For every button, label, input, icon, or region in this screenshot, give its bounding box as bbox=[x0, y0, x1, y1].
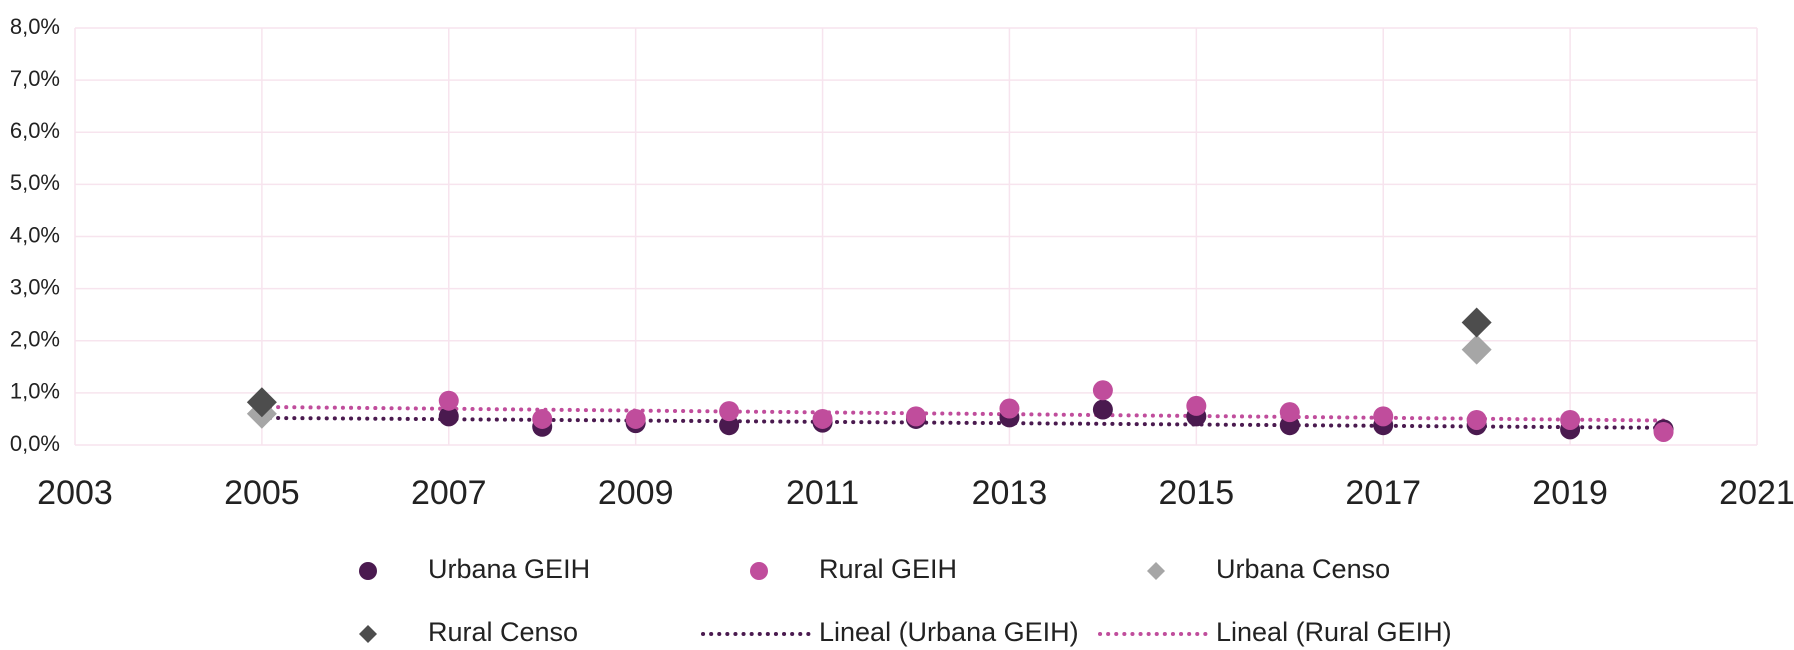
x-tick-label: 2021 bbox=[1719, 474, 1794, 512]
point bbox=[246, 387, 277, 418]
legend-label: Rural Censo bbox=[428, 617, 578, 647]
legend-marker bbox=[1147, 562, 1165, 580]
trend-line bbox=[259, 415, 1666, 430]
point bbox=[1279, 402, 1300, 423]
point bbox=[1186, 395, 1207, 416]
point bbox=[1092, 380, 1113, 401]
point bbox=[999, 398, 1020, 419]
legend-marker bbox=[359, 625, 377, 643]
legend-label: Urbana GEIH bbox=[428, 554, 590, 584]
x-tick-label: 2003 bbox=[37, 474, 113, 512]
legend-marker bbox=[359, 562, 377, 580]
x-tick-label: 2017 bbox=[1345, 474, 1421, 512]
point bbox=[532, 408, 553, 429]
x-tick-label: 2015 bbox=[1159, 474, 1235, 512]
y-tick-label: 7,0% bbox=[10, 66, 60, 91]
point bbox=[1560, 409, 1581, 430]
y-tick-label: 8,0% bbox=[10, 14, 60, 39]
point bbox=[719, 415, 740, 436]
x-tick-label: 2007 bbox=[411, 474, 487, 512]
y-tick-label: 5,0% bbox=[10, 170, 60, 195]
legend-label: Urbana Censo bbox=[1216, 554, 1390, 584]
point bbox=[1373, 406, 1394, 427]
legend-marker bbox=[750, 562, 768, 580]
legend-label: Lineal (Rural GEIH) bbox=[1216, 617, 1452, 647]
x-tick-label: 2009 bbox=[598, 474, 674, 512]
point bbox=[625, 408, 646, 429]
point bbox=[906, 406, 926, 427]
x-tick-label: 2019 bbox=[1532, 474, 1608, 512]
point bbox=[1461, 334, 1492, 365]
y-tick-label: 2,0% bbox=[10, 327, 60, 352]
point bbox=[1092, 399, 1113, 420]
point bbox=[438, 406, 459, 427]
x-tick-label: 2005 bbox=[224, 474, 300, 512]
legend-label: Lineal (Urbana GEIH) bbox=[819, 617, 1079, 647]
point bbox=[438, 390, 459, 411]
x-tick-label: 2013 bbox=[972, 474, 1048, 512]
point bbox=[1466, 409, 1487, 430]
y-tick-label: 4,0% bbox=[10, 222, 60, 247]
y-tick-label: 0,0% bbox=[10, 431, 60, 456]
legend-label: Rural GEIH bbox=[819, 554, 957, 584]
y-tick-label: 6,0% bbox=[10, 118, 60, 143]
trend-line bbox=[259, 404, 1666, 423]
y-tick-label: 1,0% bbox=[10, 379, 60, 404]
y-tick-label: 3,0% bbox=[10, 274, 60, 299]
x-tick-label: 2011 bbox=[786, 474, 859, 512]
point bbox=[1653, 421, 1674, 442]
point bbox=[812, 408, 833, 429]
point bbox=[719, 401, 740, 422]
point bbox=[1461, 307, 1492, 338]
